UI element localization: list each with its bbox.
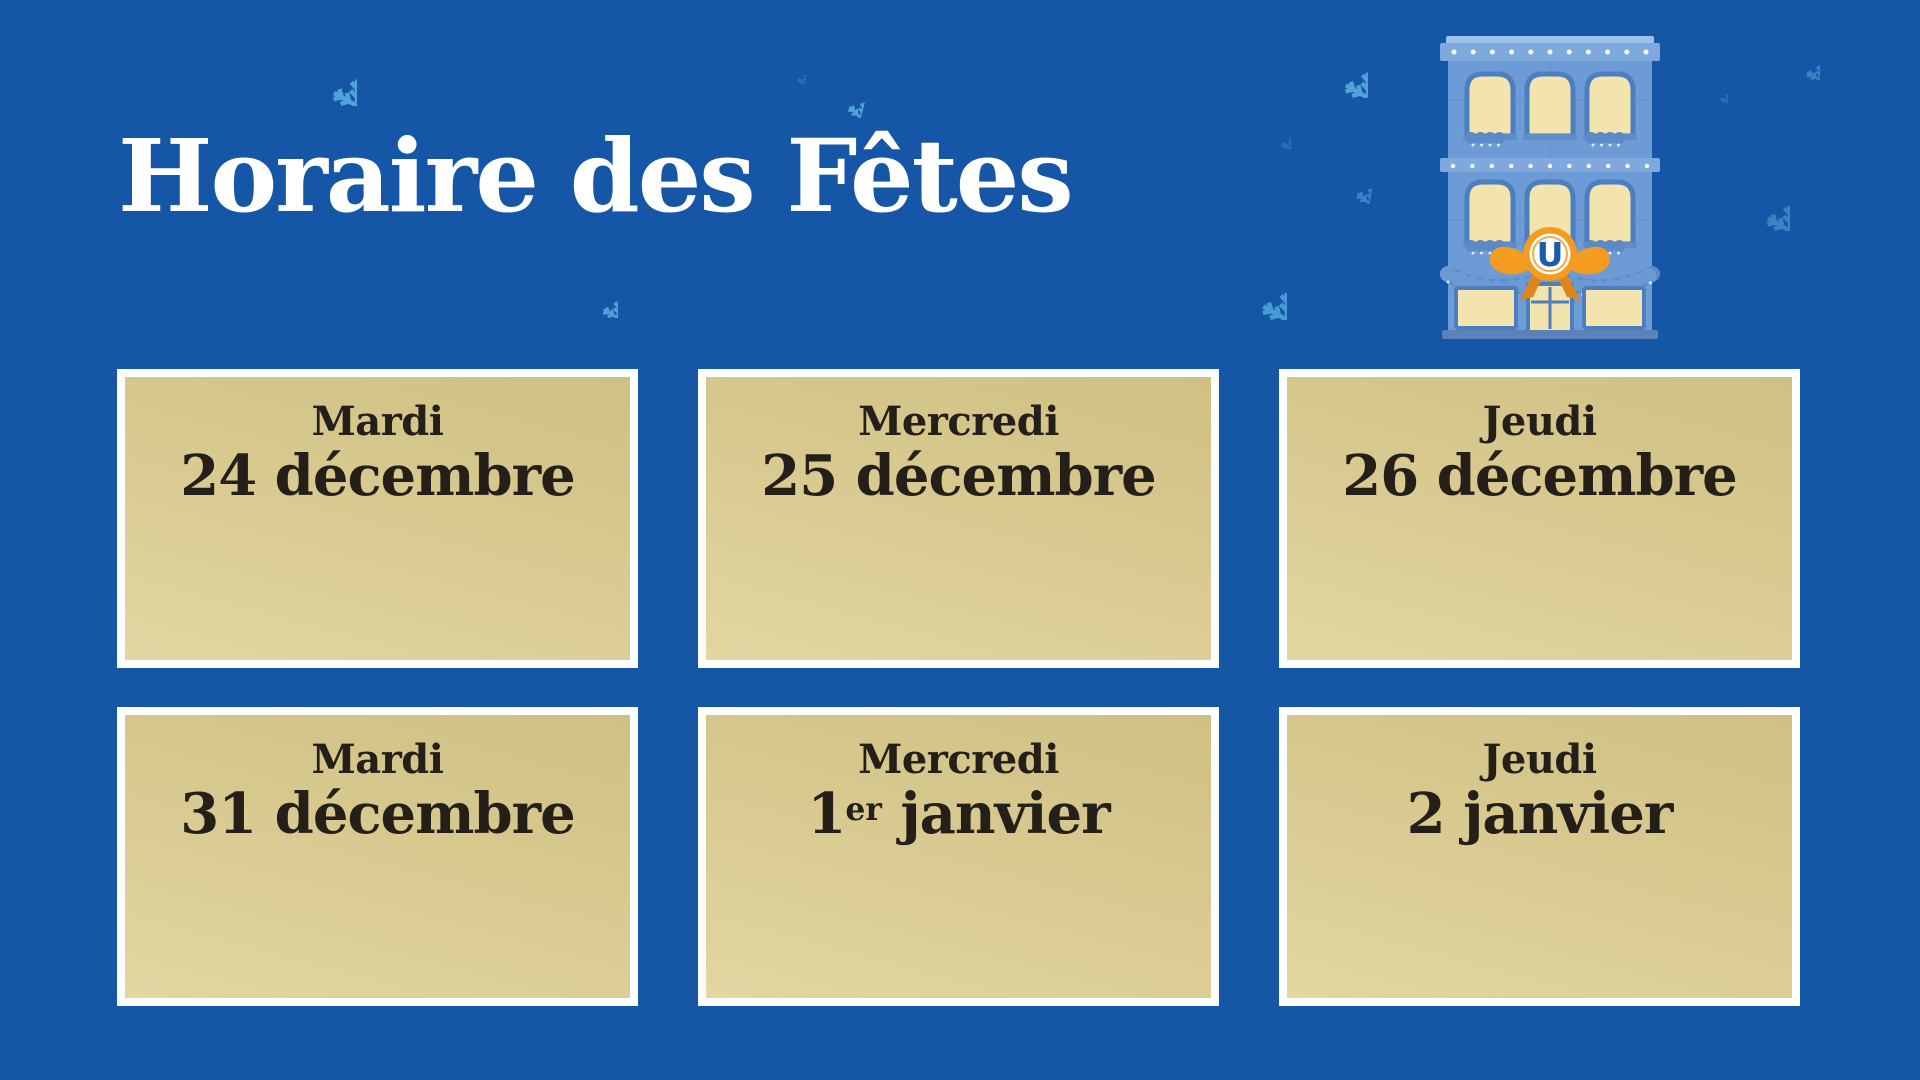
snowflake-icon — [297, 46, 357, 106]
card-date-label: 31 décembre — [180, 781, 575, 847]
snowflake-icon — [1267, 125, 1291, 149]
card-date-label: 26 décembre — [1342, 443, 1737, 509]
card-date-label: 1er janvier — [807, 781, 1110, 847]
snowflake-icon — [1732, 173, 1790, 231]
card-date-label: 25 décembre — [761, 443, 1156, 509]
page-title: Horaire des Fêtes — [118, 117, 1074, 235]
snowflake-icon — [1708, 83, 1728, 103]
schedule-card: Jeudi 26 décembre — [1279, 369, 1800, 668]
card-day-label: Jeudi — [1482, 398, 1597, 445]
card-day-label: Jeudi — [1482, 736, 1597, 783]
ordinal-suffix: er — [845, 791, 882, 828]
middle-floor-windows — [1463, 179, 1637, 255]
store-illustration: U — [1440, 36, 1660, 339]
schedule-card: Mercredi 25 décembre — [698, 369, 1219, 668]
card-day-label: Mardi — [311, 736, 444, 783]
store-logo-badge: U — [1523, 227, 1577, 281]
schedule-card: Mardi 24 décembre — [117, 369, 638, 668]
card-date-label: 24 décembre — [180, 443, 575, 509]
schedule-card: Mercredi 1er janvier — [698, 707, 1219, 1006]
schedule-card: Mardi 31 décembre — [117, 707, 638, 1006]
snowflake-icon — [1310, 40, 1368, 98]
schedule-grid: Mardi 24 décembre Mercredi 25 décembre J… — [117, 369, 1800, 1006]
card-day-label: Mardi — [311, 398, 444, 445]
snowflake-icon — [1334, 162, 1376, 204]
roof-cap — [1446, 36, 1654, 45]
snowflake-icon — [826, 74, 870, 118]
snowflake-icon — [580, 280, 618, 318]
storefront — [1442, 282, 1658, 339]
store-logo-letter: U — [1537, 235, 1564, 274]
upper-floor-windows — [1463, 71, 1637, 147]
snowflake-icon — [1786, 46, 1820, 80]
snowflake-icon — [784, 62, 806, 84]
card-day-label: Mercredi — [858, 736, 1059, 783]
snowflake-icon — [1225, 258, 1287, 320]
card-date-label: 2 janvier — [1406, 781, 1674, 847]
card-day-label: Mercredi — [858, 398, 1059, 445]
schedule-card: Jeudi 2 janvier — [1279, 707, 1800, 1006]
